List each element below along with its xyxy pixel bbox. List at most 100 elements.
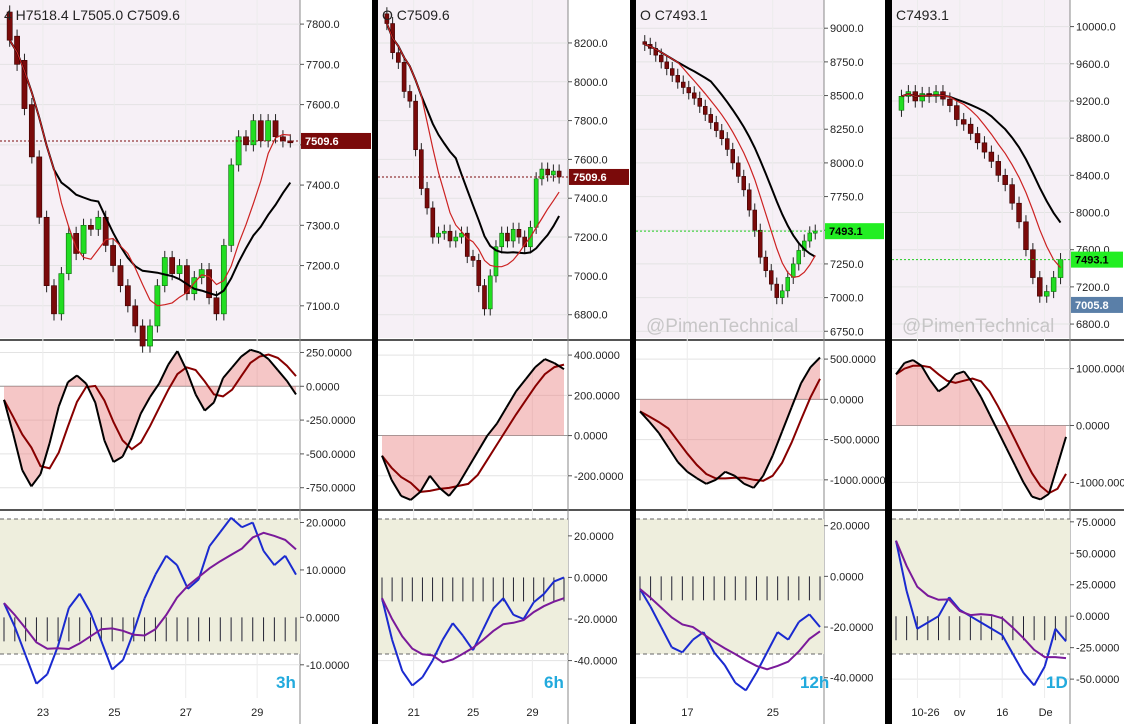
macd-pane-bg bbox=[636, 343, 824, 508]
price-tick-label: 7600.0 bbox=[306, 100, 340, 112]
rsi-line-segment bbox=[411, 676, 424, 687]
macd-signal-line bbox=[3, 353, 297, 470]
macd-line-segment bbox=[30, 473, 42, 487]
x-tick-label: 23 bbox=[37, 707, 49, 719]
macd-tick-label: -1000.0000 bbox=[1076, 477, 1124, 489]
candle bbox=[791, 263, 796, 278]
candle bbox=[6, 11, 13, 41]
candle bbox=[736, 162, 741, 177]
candle bbox=[161, 257, 168, 286]
macd-line-segment bbox=[677, 461, 689, 473]
macd-line-segment bbox=[67, 374, 78, 384]
candle bbox=[1050, 277, 1057, 292]
x-tick-label: 29 bbox=[526, 707, 538, 719]
rsi-tick-label: -20.0000 bbox=[574, 614, 617, 626]
macd-line-segment bbox=[429, 475, 441, 489]
candle bbox=[780, 290, 785, 298]
chart-panel-1D: 10000.0 9600.0 9200.0 8800.0 8400.0 8000.0 760… bbox=[892, 0, 1124, 724]
candle bbox=[988, 151, 995, 162]
rsi-tick-label: 0.0000 bbox=[306, 612, 340, 624]
rsi-line-segment bbox=[3, 602, 16, 628]
price-tick-label: 10000.0 bbox=[1076, 22, 1116, 34]
rsi-line-segment bbox=[219, 517, 232, 533]
price-tick-label: 8500.0 bbox=[830, 91, 864, 103]
price-tick-label: 7700.0 bbox=[306, 59, 340, 71]
candle bbox=[796, 250, 801, 265]
candle bbox=[1037, 277, 1043, 297]
candle bbox=[43, 216, 50, 286]
rsi-line-segment bbox=[1043, 628, 1057, 667]
price-pane-bg bbox=[636, 0, 824, 338]
macd-line-segment bbox=[1014, 464, 1025, 483]
rsi-line-segment bbox=[154, 555, 168, 576]
macd-line-segment bbox=[3, 399, 15, 434]
rsi-line-segment bbox=[381, 597, 394, 641]
candle bbox=[954, 105, 960, 120]
candle bbox=[65, 233, 72, 274]
macd-line-segment bbox=[486, 422, 498, 437]
rsi-line-segment bbox=[787, 621, 800, 641]
macd-line-segment bbox=[476, 435, 489, 453]
x-tick-label: De bbox=[1039, 707, 1053, 719]
price-tick-label: 9000.0 bbox=[830, 23, 864, 35]
last-price-tag bbox=[569, 168, 629, 185]
macd-line-segment bbox=[400, 495, 412, 501]
price-tick-label: 7800.0 bbox=[574, 116, 608, 128]
timeframe-label: 12h bbox=[800, 673, 829, 692]
last-price-label: 7509.6 bbox=[305, 136, 339, 148]
candle bbox=[714, 122, 719, 131]
rsi-line-segment bbox=[991, 627, 1003, 636]
candle bbox=[898, 96, 905, 111]
macd-line-segment bbox=[48, 406, 60, 444]
price-tick-label: 8800.0 bbox=[1076, 133, 1110, 145]
macd-line-segment bbox=[997, 430, 1008, 449]
macd-line-segment bbox=[467, 451, 479, 469]
last-price-tag bbox=[301, 132, 371, 149]
price-tick-label: 9200.0 bbox=[1076, 96, 1110, 108]
candle bbox=[807, 232, 812, 242]
macd-line-segment bbox=[222, 366, 233, 379]
macd-tick-label: -1000.0000 bbox=[830, 475, 885, 487]
price-tick-label: 6800.0 bbox=[574, 310, 608, 322]
price-tick-label: 7250.0 bbox=[830, 259, 864, 271]
price-tick-label: 7100.0 bbox=[306, 301, 340, 313]
candle bbox=[453, 236, 459, 242]
price-ma-fast bbox=[901, 93, 1061, 269]
rsi-line-segment bbox=[452, 622, 464, 637]
rsi-line-segment bbox=[24, 654, 38, 685]
macd-line-segment bbox=[167, 350, 179, 366]
price-ma-fast bbox=[386, 23, 560, 268]
rsi-tick-label: -10.0000 bbox=[306, 660, 349, 672]
rsi-line-segment bbox=[1033, 666, 1046, 686]
last-price-label: 7493.1 bbox=[829, 226, 863, 238]
candle bbox=[280, 136, 286, 142]
candle bbox=[272, 120, 279, 138]
rsi-line-segment bbox=[78, 593, 92, 614]
macd-area bbox=[382, 359, 564, 500]
candle bbox=[1057, 259, 1064, 278]
candle bbox=[1016, 202, 1022, 223]
macd-line-segment bbox=[544, 358, 555, 365]
macd-line-segment bbox=[963, 370, 974, 384]
rsi-tick-label: 75.0000 bbox=[1076, 517, 1116, 529]
macd-line-segment bbox=[21, 469, 33, 487]
macd-line-segment bbox=[149, 383, 160, 398]
candle bbox=[967, 123, 974, 134]
macd-signal-line bbox=[639, 378, 821, 482]
rsi-line-segment bbox=[111, 659, 124, 671]
rsi-line-segment bbox=[132, 598, 146, 632]
candle bbox=[1023, 221, 1029, 250]
secondary-price-tag bbox=[1071, 296, 1123, 313]
rsi-line-segment bbox=[671, 646, 683, 654]
rsi-line-segment bbox=[482, 608, 495, 630]
candle bbox=[1043, 291, 1050, 297]
macd-line-segment bbox=[121, 437, 133, 458]
macd-line-segment bbox=[800, 366, 812, 384]
macd-line-segment bbox=[267, 358, 279, 371]
candle bbox=[1009, 184, 1015, 204]
rsi-tick-label: 0.0000 bbox=[830, 571, 864, 583]
candle bbox=[459, 232, 464, 238]
macd-area bbox=[4, 349, 296, 487]
macd-line-segment bbox=[176, 350, 188, 371]
macd-line-segment bbox=[390, 479, 403, 497]
